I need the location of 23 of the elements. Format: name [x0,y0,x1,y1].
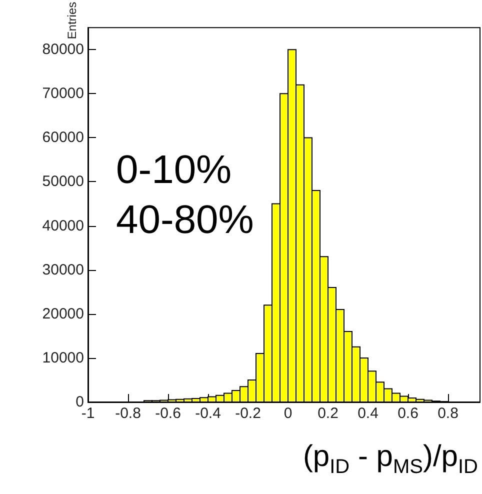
y-tick-label: 30000 [42,261,84,278]
x-tick-label: 0.2 [318,405,338,422]
x-tick-label: -1 [81,405,95,422]
y-tick-label: 70000 [42,85,84,102]
y-tick-label: 50000 [42,173,84,190]
y-tick-label: 20000 [42,305,84,322]
y-tick-label: 0 [76,394,84,410]
annotation: 40-80% [116,198,254,242]
x-tick-label: -0.6 [155,405,181,422]
x-tick-label: -0.2 [235,405,261,422]
y-tick-label: 80000 [42,41,84,58]
x-tick-label: -0.4 [195,405,221,422]
x-tick-label: 0.4 [358,405,378,422]
x-tick-label: 0.6 [398,405,418,422]
y-tick-label: 10000 [42,349,84,366]
x-tick-label: 0 [284,405,292,422]
y-tick-label: 40000 [42,217,84,234]
y-tick-label: 60000 [42,129,84,146]
annotation: 0-10% [116,148,232,192]
x-tick-label: -0.8 [115,405,141,422]
x-axis-title: (p$_{ID}$ - p$_{MS}$)/p$_{ID}$ [302,440,478,479]
y-axis-title: Entries [65,2,79,40]
x-tick-label: 0.8 [438,405,458,422]
